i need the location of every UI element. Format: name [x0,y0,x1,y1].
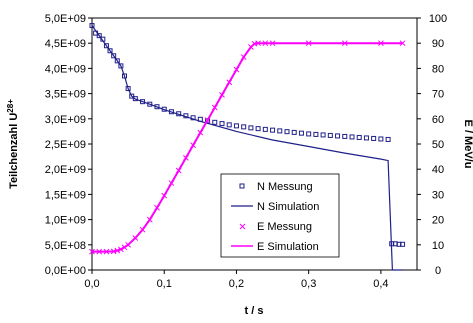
legend-label-e-simulation: E Simulation [257,241,319,253]
data-point-n-messung [298,130,304,136]
data-point-n-messung [284,129,290,135]
y-left-tick-label: 1,0E+09 [45,215,86,227]
data-point-n-messung [140,99,146,105]
data-point-n-messung [233,123,239,129]
x-tick-label: 0,4 [373,278,388,290]
data-point-n-messung [89,23,95,29]
data-point-n-messung [129,93,135,99]
data-point-n-messung [107,48,113,54]
data-point-n-messung [226,122,232,128]
y-left-tick-label: 5,0E+08 [45,240,86,252]
data-point-n-messung [277,128,283,134]
series-layer [89,23,406,271]
y-axis-left-title: Teilchenzahl U28+ [6,99,20,189]
y-right-tick-label: 90 [432,38,444,50]
y-right-tick-label: 60 [432,114,444,126]
legend-label-n-messung: N Messung [257,181,313,193]
legend-label-e-messung: E Messung [257,221,312,233]
y-axis-left-title-superscript: 28+ [6,99,15,113]
y-right-tick-label: 10 [432,240,444,252]
data-point-n-messung [219,121,225,127]
data-point-n-messung [349,134,355,140]
data-point-n-messung [356,134,362,140]
y-right-tick-label: 40 [432,164,444,176]
y-left-tick-label: 3,5E+09 [45,89,86,101]
y-right-tick-label: 30 [432,189,444,201]
data-point-n-messung [96,33,102,39]
x-tick-label: 0,2 [229,278,244,290]
y-left-tick-label: 3,0E+09 [45,114,86,126]
y-axis-right-title: E / MeV/u [462,120,473,169]
data-point-n-messung [371,135,377,141]
data-point-n-messung [103,43,109,49]
data-point-n-messung [306,131,312,137]
data-point-n-messung [147,101,153,107]
y-right-tick-label: 70 [432,89,444,101]
data-point-n-messung [363,135,369,141]
y-left-tick-label: 0,0E+00 [45,265,86,277]
y-left-tick-label: 2,0E+09 [45,164,86,176]
data-point-n-messung [241,124,247,130]
data-point-n-messung [248,125,254,131]
data-point-n-messung [118,63,124,69]
data-point-n-messung [212,119,218,125]
data-point-n-messung [400,241,406,247]
legend: N Messung N Simulation E Messung E Simul… [220,173,340,258]
y-right-tick-label: 100 [429,13,447,25]
series-line-e-simulation [92,42,403,253]
legend-label-n-simulation: N Simulation [257,201,319,213]
data-point-n-messung [313,131,319,137]
data-point-n-messung [342,133,348,139]
legend-marker-e-messung [239,223,246,230]
x-tick-label: 0,3 [301,278,316,290]
y-right-tick-label: 50 [432,139,444,151]
x-tick-label: 0,1 [157,278,172,290]
y-axis-right: 0 10 20 30 40 50 60 70 80 90 100 [417,13,447,277]
legend-marker-n-messung [239,183,245,189]
data-point-n-messung [378,136,384,142]
y-axis-left-title-main: Teilchenzahl U [8,113,20,189]
data-point-n-messung [262,126,268,132]
data-point-n-messung [385,136,391,142]
y-left-tick-label: 4,0E+09 [45,63,86,75]
data-point-n-messung [255,126,261,132]
series-line-n-simulation [91,25,403,271]
data-point-n-messung [291,129,297,135]
y-right-tick-label: 0 [435,265,441,277]
y-right-tick-label: 20 [432,215,444,227]
data-point-n-messung [114,58,120,64]
x-tick-label: 0,0 [84,278,99,290]
y-left-tick-label: 4,5E+09 [45,38,86,50]
y-right-tick-label: 80 [432,63,444,75]
data-point-n-messung [132,96,138,102]
y-left-tick-label: 5,0E+09 [45,13,86,25]
x-axis: 0,0 0,1 0,2 0,3 0,4 [84,270,389,290]
data-point-n-messung [335,133,341,139]
data-point-n-messung [320,132,326,138]
data-point-n-messung [270,127,276,133]
y-axis-left: 0,0E+00 5,0E+08 1,0E+09 1,5E+09 2,0E+09 2,5E+… [45,13,92,277]
data-point-n-messung [327,132,333,138]
data-point-n-messung [111,53,117,59]
y-left-tick-label: 2,5E+09 [45,139,86,151]
x-axis-title: t / s [245,305,264,317]
y-left-tick-label: 1,5E+09 [45,189,86,201]
